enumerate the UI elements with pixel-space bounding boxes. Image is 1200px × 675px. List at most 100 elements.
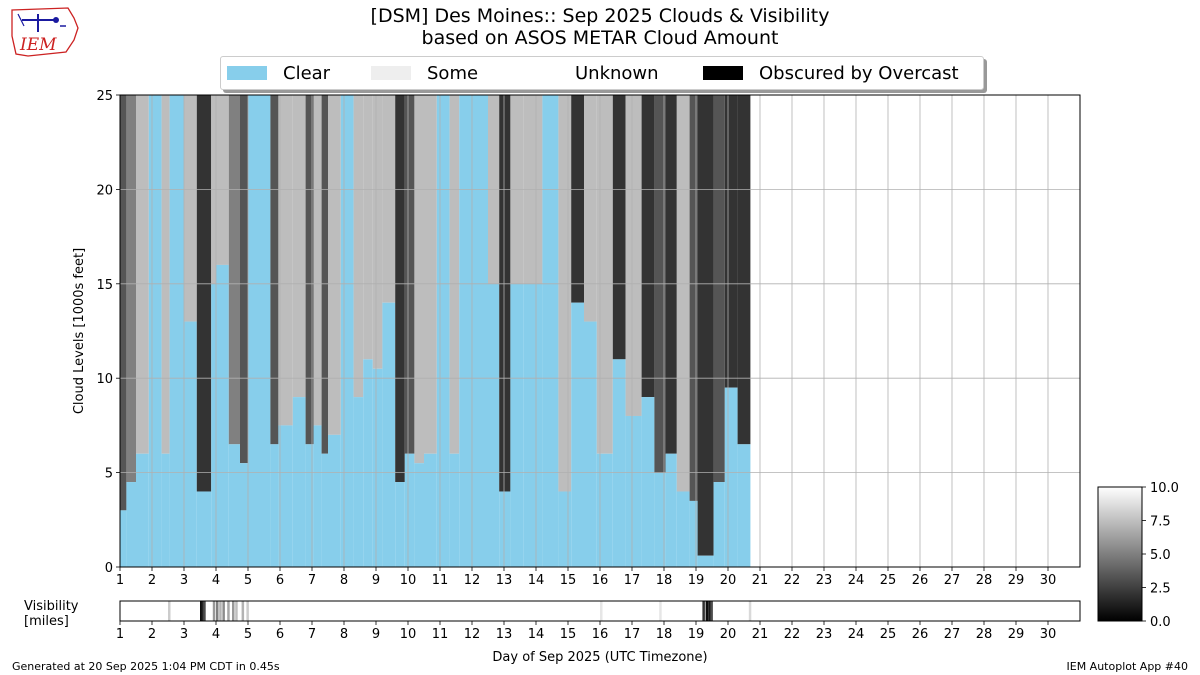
x-tick-label: 9 [372,627,380,642]
x-tick-label: 3 [180,573,188,588]
cloud-bar [270,95,279,445]
clear-bar [689,500,698,567]
cloud-bar [120,95,127,511]
colorbar-tick-label: 0.0 [1150,615,1171,630]
cloud-bar [353,95,364,398]
clear-bar [625,415,642,567]
cloud-bar [328,95,341,435]
x-tick-label: 10 [400,573,417,588]
cloud-bar [449,95,460,454]
x-tick-label: 17 [624,627,641,642]
visibility-colorbar: 0.0 2.5 5.0 7.5 10.0 [1097,481,1179,630]
chart-title: [DSM] Des Moines:: Sep 2025 Clouds & Vis… [370,5,830,27]
colorbar-tick-label: 2.5 [1150,582,1171,597]
clear-bar [676,491,690,567]
cloud-bar [676,95,690,492]
visibility-axis-label: [miles] [24,614,69,629]
clear-bar [436,95,450,567]
visibility-cell [219,601,222,621]
clear-bar [724,387,738,567]
clear-bar [713,482,725,567]
visibility-cell [212,601,216,621]
clear-bar [196,491,212,567]
x-tick-label: 25 [880,573,897,588]
colorbar-tick-label: 7.5 [1150,515,1171,530]
cloud-bar [424,95,437,454]
y-tick-label: 15 [96,278,113,293]
clear-bar [216,264,229,567]
visibility-cell [600,601,603,621]
cloud-bar [278,95,293,426]
x-tick-label: 2 [148,573,156,588]
y-tick-label: 5 [105,467,113,482]
cloud-bar [184,95,197,322]
clear-bar [641,397,655,567]
x-tick-label: 29 [1008,573,1025,588]
x-tick-label: 8 [340,573,348,588]
visibility-cell [702,601,705,621]
clear-bar [459,95,488,567]
clear-bar [228,444,240,567]
cloud-bar [382,95,396,303]
visibility-cell [241,601,245,621]
visibility-cell [203,601,206,621]
x-tick-label: 16 [592,627,609,642]
colorbar-scale [1097,486,1143,622]
x-tick-label: 23 [816,627,833,642]
cloud-bar [196,95,212,492]
cloud-bar [313,95,322,426]
x-tick-label: 28 [976,573,993,588]
x-tick-label: 22 [784,573,801,588]
x-tick-label: 9 [372,573,380,588]
visibility-cell [222,601,225,621]
clear-bar [340,95,354,567]
clear-bar [321,453,328,567]
clear-bar [328,434,341,567]
clear-bar [248,95,271,567]
clear-bar [571,302,584,567]
clear-bar [313,425,322,567]
x-tick-label: 1 [116,573,124,588]
cloud-bar [161,95,170,454]
clear-bar [126,482,136,567]
clear-bar [148,95,162,567]
y-tick-label: 0 [105,561,113,576]
x-tick-label: 18 [656,573,673,588]
cloud-bar [571,95,584,303]
x-tick-label: 27 [944,627,961,642]
clear-bar [654,472,666,567]
cloud-bar [321,95,328,454]
cloud-bar [414,95,424,464]
cloud-bar [305,95,314,445]
cloud-bar [596,95,613,454]
x-tick-label: 26 [912,573,929,588]
x-tick-label: 20 [720,627,737,642]
x-tick-label: 24 [848,627,865,642]
clear-bar [523,283,543,567]
legend-item-clear: Clear [227,61,330,85]
cloud-bar [240,95,248,464]
x-tick-label: 7 [308,573,316,588]
clear-bar [353,397,364,567]
x-tick-label: 20 [720,573,737,588]
clear-bar [404,453,415,567]
cloud-level-plot: 1 2 3 4 5 6 7 8 9 10 11 12 13 14 15 16 17 18 19 20 21 22 23 24 2… [72,89,1081,588]
visibility-plot: 1 2 3 4 5 6 7 8 9 10 11 12 13 14 15 16 17 18 19 20 21 22 23 24 2… [24,599,1081,665]
legend-label-some: Some [427,62,479,84]
clear-bar [395,482,405,567]
visibility-cell [705,601,709,621]
clear-bar [240,463,248,567]
visibility-cell [748,601,752,621]
x-axis-label: Day of Sep 2025 (UTC Timezone) [492,650,707,665]
legend: Clear Some Unknown Obscured by Overcast [220,56,984,90]
clear-bar [161,453,170,567]
clear-bar [697,555,714,567]
clear-bar [270,444,279,567]
cloud-bar [697,95,714,556]
clear-bar [499,491,511,567]
x-tick-label: 12 [464,627,481,642]
cloud-bar [126,95,136,483]
legend-swatch-unknown [519,66,559,80]
logo-text: IEM [19,35,57,55]
